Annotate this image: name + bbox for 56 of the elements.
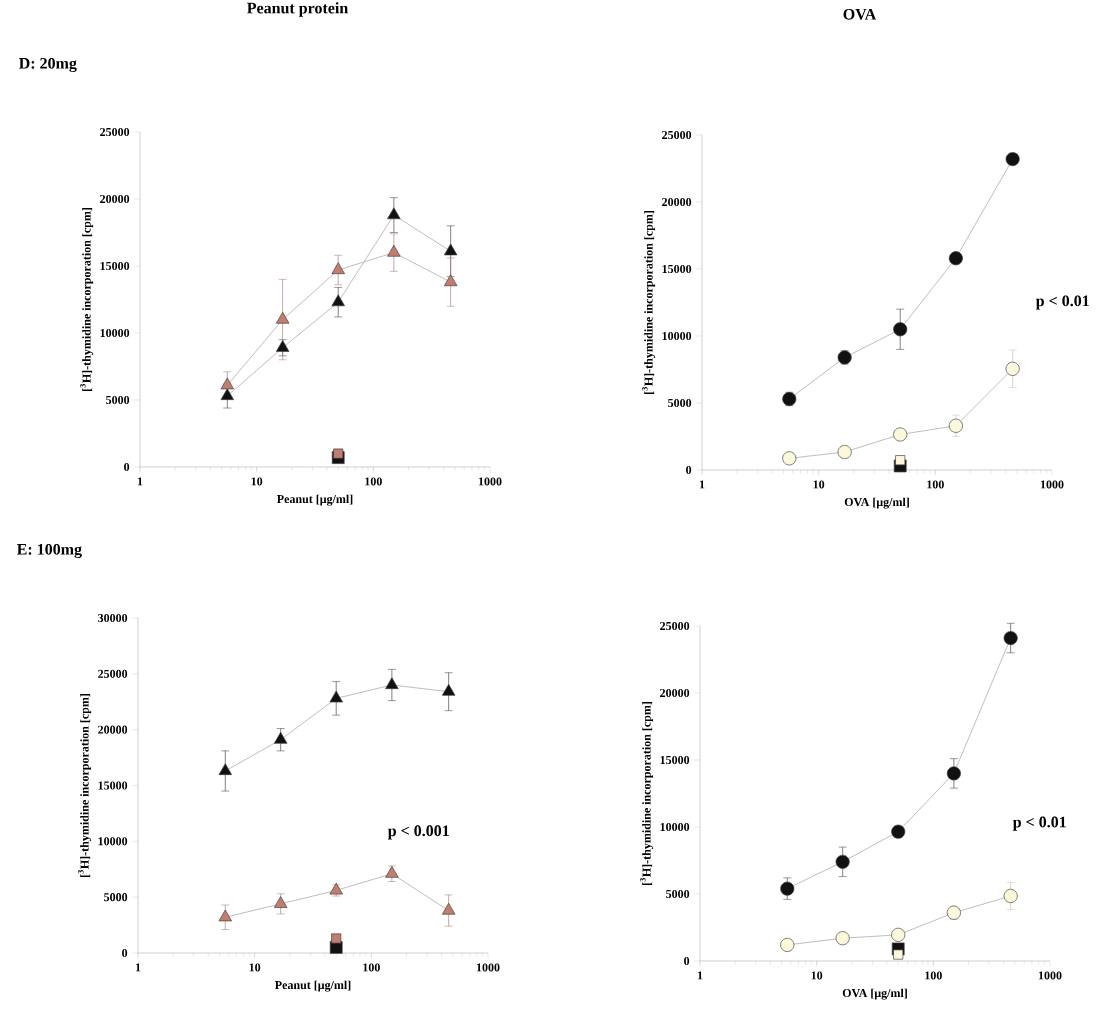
y-tick-label: 25000 <box>660 621 690 631</box>
y-tick-label: 5000 <box>668 398 692 408</box>
y-tick-label: 20000 <box>662 197 692 207</box>
y-tick-label: 10000 <box>100 328 130 338</box>
annotation: p < 0.001 <box>387 825 449 840</box>
chart-title: Peanut protein <box>247 2 349 17</box>
x-axis-title: OVA [μg/ml] <box>844 497 909 509</box>
x-axis-title: Peanut [μg/ml] <box>276 494 353 506</box>
y-tick-label: 5000 <box>106 395 130 405</box>
x-tick-label: 1 <box>135 963 141 972</box>
x-axis-title: Peanut [μg/ml] <box>274 980 351 992</box>
x-tick-label: 10 <box>813 480 825 489</box>
y-tick-label: 10000 <box>662 331 692 341</box>
x-tick-label: 1000 <box>478 477 502 486</box>
y-tick-label: 20000 <box>100 194 130 204</box>
x-tick-label: 1000 <box>1038 971 1062 980</box>
y-tick-label: 25000 <box>662 130 692 140</box>
x-tick-label: 100 <box>927 480 944 489</box>
x-tick-label: 100 <box>365 477 382 486</box>
x-tick-label: 1 <box>697 971 703 980</box>
y-tick-label: 20000 <box>660 688 690 698</box>
x-tick-label: 1000 <box>1040 480 1064 489</box>
chart-subtitle: E: 100mg <box>16 543 82 559</box>
annotation: p < 0.01 <box>1012 816 1066 831</box>
y-tick-label: 0 <box>122 948 128 958</box>
y-tick-label: 25000 <box>98 669 128 678</box>
y-tick-label: 5000 <box>666 889 690 899</box>
y-tick-label: 25000 <box>100 127 130 137</box>
chart-title: OVA <box>843 8 877 20</box>
x-tick-label: 100 <box>925 971 942 980</box>
y-tick-label: 15000 <box>100 261 130 271</box>
x-tick-label: 1 <box>137 477 143 486</box>
y-axis-title: [$^{3}$H]-thymidine incorporation [cpm] <box>640 702 654 885</box>
y-tick-label: 0 <box>686 465 692 475</box>
x-tick-label: 1000 <box>476 963 500 972</box>
y-tick-label: 5000 <box>104 893 128 902</box>
y-axis-title: [$^{3}$H]-thymidine incorporation [cpm] <box>78 694 92 877</box>
x-tick-label: 10 <box>811 971 823 980</box>
x-tick-label: 10 <box>251 477 263 486</box>
chart-subtitle: D: 20mg <box>18 57 77 73</box>
x-axis-title: OVA [μg/ml] <box>842 988 907 1000</box>
y-tick-label: 15000 <box>98 781 128 790</box>
x-tick-label: 10 <box>249 963 261 972</box>
y-tick-label: 0 <box>124 462 130 472</box>
y-axis-title: [$^{3}$H]-thymidine incorporation [cpm] <box>642 211 656 394</box>
y-tick-label: 30000 <box>98 613 128 623</box>
y-tick-label: 0 <box>684 956 690 966</box>
y-tick-label: 10000 <box>660 822 690 832</box>
x-tick-label: 1 <box>699 480 705 489</box>
y-axis-title: [$^{3}$H]-thymidine incorporation [cpm] <box>80 208 94 391</box>
y-tick-label: 15000 <box>660 755 690 765</box>
annotation: p < 0.01 <box>1035 295 1089 310</box>
y-tick-label: 15000 <box>662 264 692 274</box>
y-tick-label: 10000 <box>98 837 128 846</box>
y-tick-label: 20000 <box>98 725 128 734</box>
x-tick-label: 100 <box>363 963 380 972</box>
